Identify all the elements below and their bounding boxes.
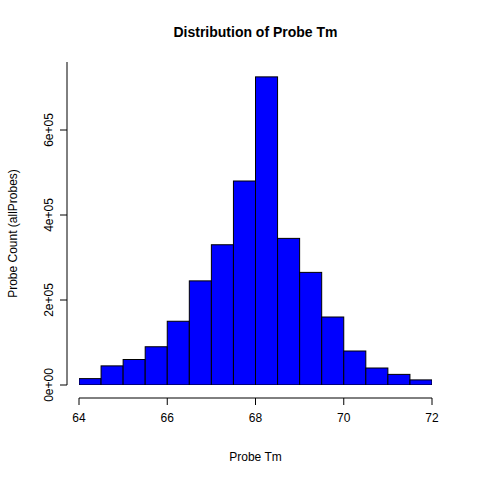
bar [256,77,278,385]
bar [278,238,300,385]
bar [123,360,145,386]
y-tick [60,130,67,131]
bar [211,245,233,385]
x-tick-label: 72 [425,411,439,425]
y-axis-label: Probe Count (allProbes) [6,169,20,298]
y-tick [60,300,67,301]
chart: 64 66 68 70 72 0e+00 2e+05 4e+05 6e+05 Distributi… [0,0,480,480]
bar [233,181,255,385]
bar [300,272,322,385]
x-tick-label: 64 [72,411,86,425]
bar [189,281,211,385]
x-tick-label: 70 [337,411,351,425]
bar [101,366,123,385]
background [0,0,480,480]
x-tick [432,398,433,405]
x-tick [255,398,256,405]
y-tick [60,385,67,386]
y-tick [60,215,67,216]
chart-container: 64 66 68 70 72 0e+00 2e+05 4e+05 6e+05 Distributi… [0,0,480,480]
y-tick-label: 6e+05 [42,113,56,147]
bar [167,321,189,385]
x-tick-label: 68 [249,411,263,425]
y-tick-label: 4e+05 [42,198,56,232]
x-tick [167,398,168,405]
bar [145,347,167,385]
bar [79,379,101,385]
y-tick-label: 0e+00 [42,368,56,402]
x-tick [343,398,344,405]
y-axis-line [67,62,68,385]
title: Distribution of Probe Tm [173,24,337,40]
bar [388,374,410,385]
bar [366,368,388,385]
x-axis-label: Probe Tm [229,450,281,464]
bars [79,77,432,385]
bar [322,317,344,385]
bar [410,380,432,385]
x-tick-label: 66 [161,411,175,425]
x-tick [79,398,80,405]
bar [344,351,366,385]
y-tick-label: 2e+05 [42,283,56,317]
